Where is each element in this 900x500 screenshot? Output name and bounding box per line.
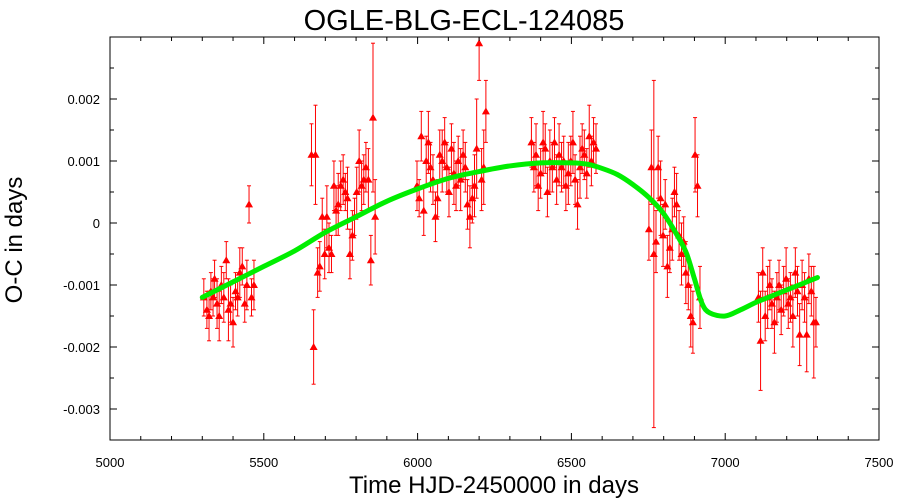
data-point [479,129,488,205]
data-point [240,284,249,323]
data-point [651,210,660,274]
data-point [371,179,380,255]
y-tick-label: 0.001 [67,154,100,169]
data-point [770,290,779,354]
axis-ticks: 5000 5500 6000 6500 7000 7500 -0.003 -0.002 -0.0… [63,36,894,470]
x-tick-label: 5500 [249,455,278,470]
data-point [368,42,377,193]
data-point [313,247,322,298]
data-point [242,259,251,311]
data-point [573,179,582,230]
data-point [309,309,318,385]
data-point [229,296,238,348]
data-point [536,148,545,199]
y-axis-label: O-C in days [1,177,28,304]
data-point [315,241,324,292]
data-point [456,148,465,212]
data-point [249,259,258,311]
y-tick-label: 0 [93,216,100,231]
data-point [795,303,804,367]
data-point [477,148,486,212]
data-point [419,185,428,236]
data-point [481,79,490,143]
data-point [417,110,426,162]
x-tick-label: 7500 [865,455,894,470]
data-point [550,117,559,168]
y-tick-label: -0.003 [63,402,100,417]
plot-area [199,37,820,429]
data-point [644,197,653,261]
data-point [475,37,484,81]
data-point [452,160,461,212]
data-point [532,123,541,187]
data-point [582,148,591,199]
x-tick-label: 5000 [96,455,125,470]
data-point [543,166,552,218]
y-tick-label: 0.002 [67,92,100,107]
data-point [219,272,228,323]
data-point [661,179,670,230]
data-point [336,160,345,212]
data-point [366,234,375,286]
x-axis-label: Time HJD-2450000 in days [349,472,639,499]
data-point [802,296,811,373]
x-tick-label: 6000 [403,455,432,470]
data-point [444,166,453,218]
plot-frame [109,36,880,441]
data-point [461,141,470,193]
data-point [670,166,679,218]
data-point [811,296,820,348]
data-point [693,154,702,218]
y-tick-label: -0.002 [63,340,100,355]
data-point [311,104,320,205]
chart-title: OGLE-BLG-ECL-124085 [304,5,625,37]
data-point [472,98,481,199]
data-point [754,272,763,323]
data-point [327,234,336,274]
data-point [756,290,765,391]
data-point [245,185,254,224]
x-tick-label: 6500 [557,455,586,470]
x-tick-label: 7000 [711,455,740,470]
data-point [688,290,697,354]
y-tick-label: -0.001 [63,278,100,293]
fit-curve [199,160,820,319]
data-point [793,265,802,317]
